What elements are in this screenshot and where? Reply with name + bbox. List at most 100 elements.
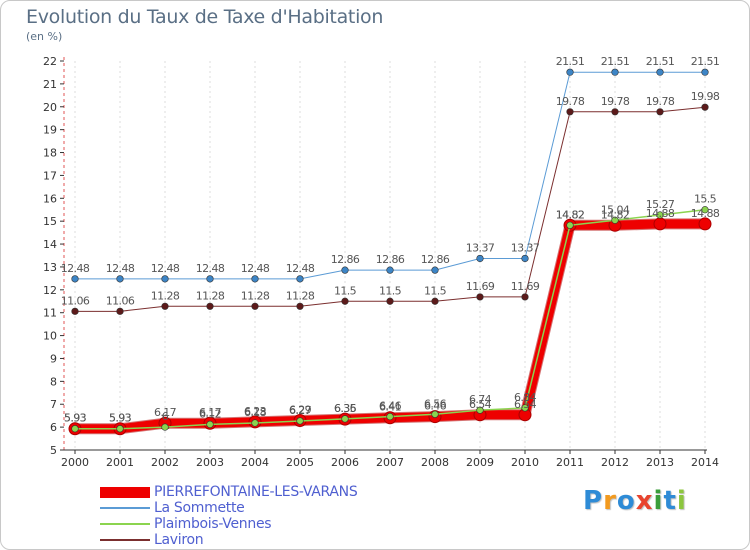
data-label-plaimbois-vennes-2013: 15.27	[646, 198, 675, 211]
data-label-laviron-2005: 11.28	[286, 289, 315, 302]
series-point-plaimbois-vennes-2006	[341, 415, 349, 423]
series-point-la-sommette-2011	[566, 68, 574, 76]
series-point-laviron-2001	[116, 307, 124, 315]
x-tick-label-2009: 2009	[466, 456, 494, 469]
series-point-la-sommette-2006	[341, 266, 349, 274]
data-label-laviron-2000: 11.06	[61, 294, 90, 307]
series-point-plaimbois-vennes-2003	[206, 420, 214, 428]
data-label-la-sommette-2001: 12.48	[106, 262, 135, 275]
data-label-plaimbois-vennes-2007: 6.46	[379, 400, 402, 413]
y-tick-label-17: 17	[43, 169, 57, 182]
data-label-la-sommette-2003: 12.48	[196, 262, 225, 275]
legend-item-la-sommette: La Sommette	[100, 500, 357, 516]
series-point-laviron-2010	[521, 293, 529, 301]
data-label-la-sommette-2010: 13.37	[511, 241, 540, 254]
x-tick-label-2005: 2005	[286, 456, 314, 469]
y-tick-label-10: 10	[43, 330, 57, 343]
legend-swatch-laviron	[100, 539, 150, 541]
legend-swatch-plaimbois-vennes	[100, 523, 150, 525]
logo-letter-4: i	[653, 486, 664, 516]
series-point-plaimbois-vennes-2009	[476, 406, 484, 414]
proxiti-logo: Proxiti	[583, 486, 687, 516]
data-label-laviron-2006: 11.5	[334, 284, 357, 297]
series-point-laviron-2014	[701, 103, 709, 111]
data-label-laviron-2002: 11.28	[151, 289, 180, 302]
x-tick-label-2002: 2002	[151, 456, 179, 469]
data-label-plaimbois-vennes-2011: 14.82	[556, 208, 585, 221]
y-tick-label-8: 8	[50, 375, 57, 388]
data-label-la-sommette-2008: 12.86	[421, 253, 450, 266]
series-point-la-sommette-2000	[71, 275, 79, 283]
data-label-plaimbois-vennes-2010: 6.84	[514, 391, 537, 404]
data-label-la-sommette-2013: 21.51	[646, 55, 675, 68]
data-label-laviron-2009: 11.69	[466, 280, 495, 293]
x-tick-label-2001: 2001	[106, 456, 134, 469]
data-label-pierrefontaine-les-varans-2007: 6.41	[379, 401, 401, 414]
series-point-plaimbois-vennes-2001	[116, 425, 124, 433]
series-point-plaimbois-vennes-2000	[71, 425, 79, 433]
data-label-la-sommette-2007: 12.86	[376, 253, 405, 266]
series-point-laviron-2009	[476, 293, 484, 301]
data-label-plaimbois-vennes-2001: 5.93	[109, 412, 132, 425]
series-point-plaimbois-vennes-2013	[656, 211, 664, 219]
x-tick-label-2003: 2003	[196, 456, 224, 469]
data-label-laviron-2014: 19.98	[691, 90, 720, 103]
series-point-la-sommette-2009	[476, 254, 484, 263]
series-point-plaimbois-vennes-2005	[296, 417, 304, 425]
y-tick-label-15: 15	[43, 215, 57, 228]
data-label-plaimbois-vennes-2008: 6.56	[424, 397, 447, 410]
series-point-pierrefontaine-les-varans-2014	[698, 217, 712, 231]
logo-letter-3: x	[635, 486, 654, 516]
data-label-pierrefontaine-les-varans-2013: 14.88	[646, 207, 675, 220]
y-tick-label-20: 20	[43, 101, 57, 114]
data-label-laviron-2010: 11.69	[511, 280, 540, 293]
series-point-laviron-2003	[206, 302, 214, 310]
logo-letter-6: i	[676, 486, 687, 516]
y-tick-label-22: 22	[43, 55, 57, 68]
data-label-pierrefontaine-les-varans-2000: 5.93	[64, 412, 87, 425]
data-label-la-sommette-2009: 13.37	[466, 241, 495, 254]
x-tick-label-2010: 2010	[511, 456, 539, 469]
series-point-laviron-2004	[251, 302, 259, 310]
chart-subtitle: (en %)	[26, 30, 63, 43]
series-point-plaimbois-vennes-2014	[701, 206, 709, 214]
series-point-la-sommette-2004	[251, 275, 259, 283]
legend-swatch-la-sommette	[100, 507, 150, 509]
x-tick-label-2013: 2013	[646, 456, 674, 469]
data-label-pierrefontaine-les-varans-2004: 6.23	[244, 405, 267, 418]
series-point-laviron-2002	[161, 302, 169, 310]
x-tick-label-2008: 2008	[421, 456, 449, 469]
data-label-laviron-2008: 11.5	[424, 284, 447, 297]
legend-label-pierrefontaine-les-varans: PIERREFONTAINE-LES-VARANS	[154, 484, 358, 500]
series-point-plaimbois-vennes-2008	[431, 410, 439, 418]
y-tick-label-9: 9	[50, 352, 57, 365]
y-tick-label-16: 16	[43, 192, 57, 205]
y-tick-label-14: 14	[43, 238, 57, 251]
series-point-plaimbois-vennes-2002	[161, 423, 169, 431]
series-point-la-sommette-2012	[611, 68, 619, 76]
data-label-pierrefontaine-les-varans-2002: 6.17	[154, 406, 177, 419]
series-point-laviron-2005	[296, 302, 304, 310]
data-label-plaimbois-vennes-2014: 15.5	[694, 193, 717, 206]
data-label-pierrefontaine-les-varans-2012: 14.82	[601, 208, 630, 221]
data-label-la-sommette-2014: 21.51	[691, 55, 720, 68]
data-label-pierrefontaine-les-varans-2014: 14.88	[691, 207, 720, 220]
data-label-laviron-2011: 19.78	[556, 95, 585, 108]
series-point-la-sommette-2001	[116, 275, 124, 283]
data-label-la-sommette-2004: 12.48	[241, 262, 270, 275]
data-label-pierrefontaine-les-varans-2001: 5.93	[109, 412, 132, 425]
logo-letter-1: r	[603, 486, 617, 516]
x-tick-label-2000: 2000	[61, 456, 89, 469]
data-label-laviron-2012: 19.78	[601, 95, 630, 108]
logo-letter-2: o	[616, 486, 636, 516]
data-label-plaimbois-vennes-2000: 5.93	[64, 412, 87, 425]
chart-title: Evolution du Taux de Taxe d'Habitation	[26, 6, 384, 28]
data-label-plaimbois-vennes-2005: 6.27	[289, 404, 312, 417]
x-tick-label-2006: 2006	[331, 456, 359, 469]
x-tick-label-2014: 2014	[691, 456, 719, 469]
series-point-la-sommette-2002	[161, 275, 169, 283]
series-point-la-sommette-2014	[701, 68, 709, 76]
data-label-pierrefontaine-les-varans-2009: 6.54	[469, 398, 492, 411]
series-point-la-sommette-2013	[656, 68, 664, 76]
